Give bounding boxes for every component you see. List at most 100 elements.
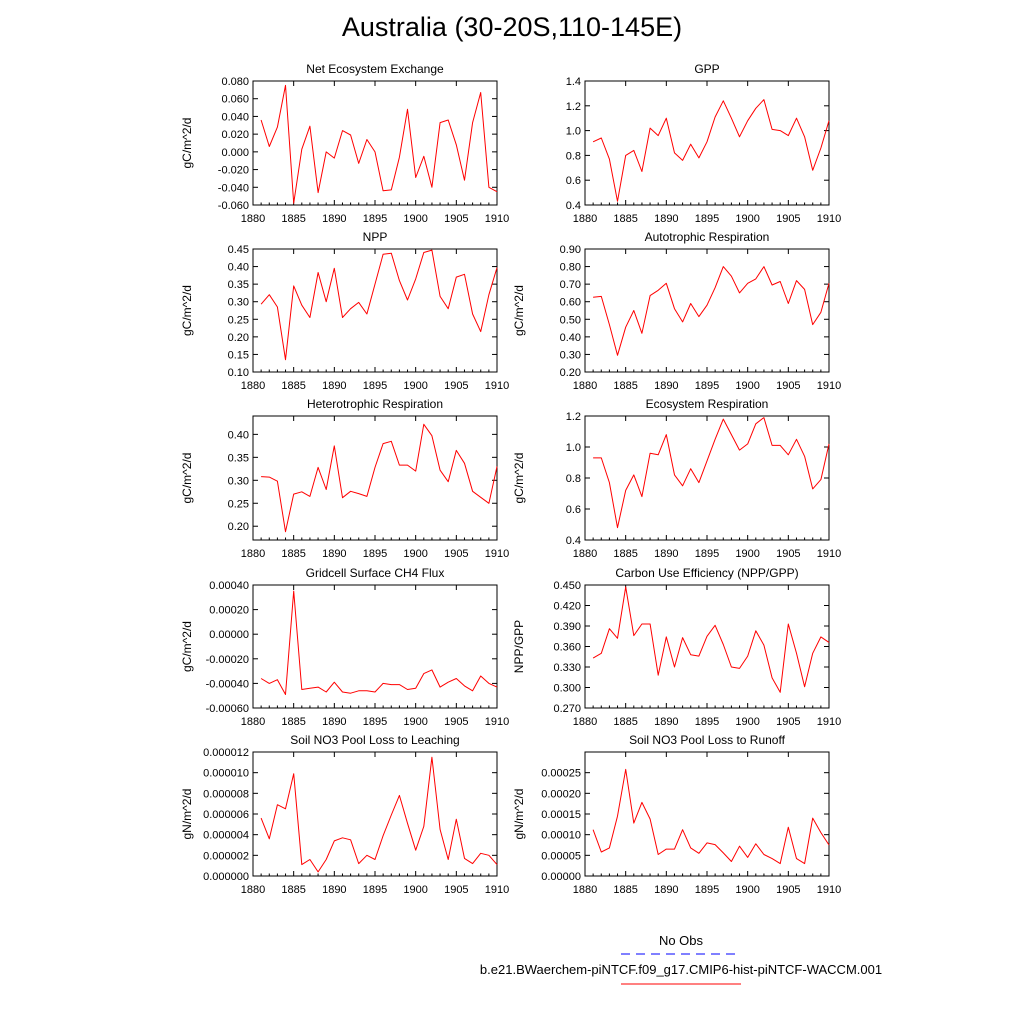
- y-tick-label: 0.30: [228, 297, 249, 309]
- x-tick-label: 1900: [403, 380, 427, 392]
- y-tick-label: 0.00000: [541, 871, 581, 883]
- y-tick-label: 0.000008: [203, 788, 249, 800]
- y-tick-label: 1.2: [566, 411, 581, 423]
- chart-panel: Soil NO3 Pool Loss to Runoff gN/m^2/d 1880…: [512, 733, 841, 896]
- y-tick-label: 0.40: [228, 262, 249, 274]
- chart-panel: Heterotrophic Respiration gC/m^2/d 1880 188…: [180, 397, 509, 560]
- x-tick-label: 1910: [817, 213, 841, 225]
- y-tick-label: 1.0: [566, 442, 581, 454]
- y-tick-label: 0.20: [228, 332, 249, 344]
- y-tick-label: 0.000000: [203, 871, 249, 883]
- x-tick-label: 1895: [695, 716, 719, 728]
- plot-frame: [252, 415, 498, 541]
- page-title: Australia (30-20S,110-145E): [341, 12, 683, 42]
- panel-title: Ecosystem Respiration: [646, 397, 769, 411]
- x-tick-label: 1905: [444, 716, 468, 728]
- y-tick-label: 0.000004: [203, 830, 249, 842]
- panel-title: Autotrophic Respiration: [645, 230, 770, 244]
- y-tick-label: 0.90: [560, 244, 581, 256]
- x-tick-label: 1895: [363, 884, 387, 896]
- x-tick-label: 1880: [573, 548, 597, 560]
- y-tick-label: -0.00060: [206, 703, 249, 715]
- y-axis-label: gN/m^2/d: [180, 789, 194, 840]
- series-line: [260, 84, 498, 204]
- y-tick-label: 0.10: [228, 367, 249, 379]
- y-axis-label: gC/m^2/d: [180, 621, 194, 672]
- x-tick-label: 1905: [776, 380, 800, 392]
- x-tick-label: 1890: [322, 548, 346, 560]
- y-tick-label: 0.060: [221, 94, 249, 106]
- y-tick-label: 0.040: [221, 111, 249, 123]
- series-line: [261, 423, 498, 533]
- x-tick-label: 1890: [654, 548, 678, 560]
- y-tick-label: 0.50: [560, 314, 581, 326]
- chart-panel: Gridcell Surface CH4 Flux gC/m^2/d 1880 188…: [180, 566, 509, 728]
- x-tick-label: 1880: [573, 380, 597, 392]
- plot-frame: [584, 751, 830, 877]
- y-axis-label: gN/m^2/d: [512, 789, 526, 840]
- y-tick-label: 0.20: [228, 521, 249, 533]
- y-axis-label: gC/m^2/d: [512, 453, 526, 504]
- y-tick-label: 0.20: [560, 367, 581, 379]
- panel-title: Gridcell Surface CH4 Flux: [306, 566, 445, 580]
- x-tick-label: 1890: [654, 884, 678, 896]
- y-tick-label: -0.00020: [206, 654, 249, 666]
- x-tick-label: 1895: [363, 716, 387, 728]
- x-tick-label: 1880: [241, 213, 265, 225]
- plot-frame: [584, 248, 830, 373]
- y-tick-label: 0.8: [566, 150, 581, 162]
- x-tick-label: 1885: [281, 716, 305, 728]
- x-tick-label: 1900: [403, 213, 427, 225]
- y-tick-label: 0.00005: [541, 850, 581, 862]
- series-line: [592, 99, 830, 202]
- y-tick-label: 0.00020: [541, 788, 581, 800]
- series-line: [260, 756, 498, 873]
- plot-frame: [584, 80, 830, 206]
- y-tick-label: 0.40: [228, 429, 249, 441]
- panel-title: Soil NO3 Pool Loss to Leaching: [290, 733, 459, 747]
- panel-title: NPP: [363, 230, 388, 244]
- series-line: [593, 266, 830, 356]
- x-tick-label: 1885: [613, 213, 637, 225]
- panel-title: Heterotrophic Respiration: [307, 397, 443, 411]
- x-tick-label: 1890: [322, 716, 346, 728]
- x-tick-label: 1905: [776, 213, 800, 225]
- x-tick-label: 1895: [363, 380, 387, 392]
- x-tick-label: 1910: [485, 884, 509, 896]
- x-tick-label: 1900: [735, 380, 759, 392]
- y-tick-label: -0.060: [218, 200, 249, 212]
- x-tick-label: 1910: [485, 380, 509, 392]
- y-tick-label: 0.8: [566, 473, 581, 485]
- plot-frame: [252, 248, 498, 373]
- y-axis-label: gC/m^2/d: [180, 453, 194, 504]
- x-tick-label: 1905: [776, 884, 800, 896]
- x-tick-label: 1910: [817, 548, 841, 560]
- y-tick-label: 0.00040: [209, 580, 249, 592]
- x-tick-label: 1900: [735, 884, 759, 896]
- y-tick-label: 0.45: [228, 244, 249, 256]
- y-tick-label: 0.15: [228, 349, 249, 361]
- y-tick-label: -0.040: [218, 182, 249, 194]
- x-tick-label: 1880: [573, 716, 597, 728]
- x-tick-label: 1910: [817, 884, 841, 896]
- x-tick-label: 1880: [241, 548, 265, 560]
- y-tick-label: 0.420: [553, 601, 581, 613]
- x-tick-label: 1885: [613, 380, 637, 392]
- y-tick-label: 0.60: [560, 297, 581, 309]
- y-axis-label: gC/m^2/d: [180, 118, 194, 169]
- x-tick-label: 1910: [485, 213, 509, 225]
- y-tick-label: 0.4: [566, 535, 581, 547]
- y-tick-label: -0.00040: [206, 678, 249, 690]
- x-tick-label: 1880: [241, 380, 265, 392]
- x-tick-label: 1885: [613, 716, 637, 728]
- x-tick-label: 1880: [573, 884, 597, 896]
- x-tick-label: 1910: [817, 716, 841, 728]
- x-tick-label: 1905: [444, 213, 468, 225]
- x-tick-label: 1880: [241, 716, 265, 728]
- y-axis-label: gC/m^2/d: [180, 285, 194, 336]
- y-tick-label: 0.35: [228, 279, 249, 291]
- x-tick-label: 1905: [444, 884, 468, 896]
- x-tick-label: 1910: [817, 380, 841, 392]
- y-tick-label: 0.00015: [541, 809, 581, 821]
- x-tick-label: 1895: [695, 213, 719, 225]
